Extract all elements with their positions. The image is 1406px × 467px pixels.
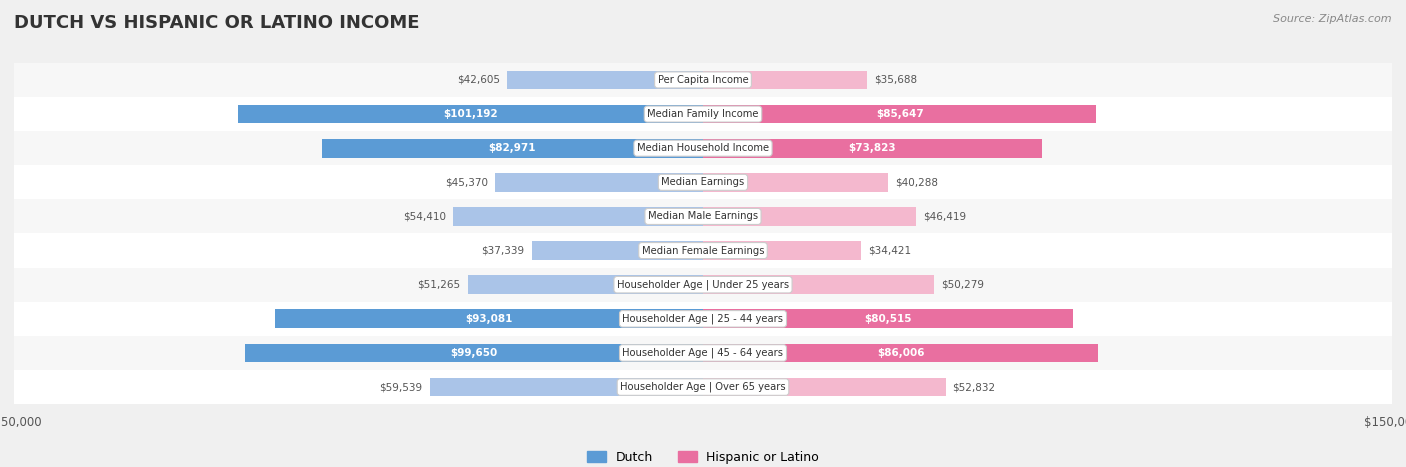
Bar: [495, 173, 703, 191]
Bar: [14, 165, 1392, 199]
Legend: Dutch, Hispanic or Latino: Dutch, Hispanic or Latino: [582, 446, 824, 467]
Text: Householder Age | 45 - 64 years: Householder Age | 45 - 64 years: [623, 348, 783, 358]
Text: $80,515: $80,515: [865, 314, 911, 324]
Bar: [14, 234, 1392, 268]
Text: Median Male Earnings: Median Male Earnings: [648, 212, 758, 221]
Text: $59,539: $59,539: [380, 382, 423, 392]
Text: $35,688: $35,688: [873, 75, 917, 85]
Text: $82,971: $82,971: [489, 143, 536, 153]
Text: $52,832: $52,832: [952, 382, 995, 392]
Bar: [703, 241, 860, 260]
Text: $34,421: $34,421: [868, 246, 911, 255]
Text: DUTCH VS HISPANIC OR LATINO INCOME: DUTCH VS HISPANIC OR LATINO INCOME: [14, 14, 419, 32]
Text: Householder Age | Over 65 years: Householder Age | Over 65 years: [620, 382, 786, 392]
Bar: [430, 378, 703, 396]
Bar: [703, 207, 917, 226]
Bar: [703, 71, 868, 89]
Bar: [14, 199, 1392, 234]
Bar: [703, 276, 934, 294]
Text: $99,650: $99,650: [450, 348, 498, 358]
Text: Per Capita Income: Per Capita Income: [658, 75, 748, 85]
Bar: [508, 71, 703, 89]
Text: $46,419: $46,419: [924, 212, 966, 221]
Text: $45,370: $45,370: [444, 177, 488, 187]
Bar: [322, 139, 703, 157]
Text: $85,647: $85,647: [876, 109, 924, 119]
Bar: [703, 105, 1097, 123]
Text: Source: ZipAtlas.com: Source: ZipAtlas.com: [1274, 14, 1392, 24]
Bar: [14, 336, 1392, 370]
Bar: [14, 63, 1392, 97]
Text: Median Household Income: Median Household Income: [637, 143, 769, 153]
Text: $54,410: $54,410: [404, 212, 446, 221]
Text: $51,265: $51,265: [418, 280, 461, 290]
Text: Median Female Earnings: Median Female Earnings: [641, 246, 765, 255]
Text: $50,279: $50,279: [941, 280, 984, 290]
Bar: [703, 310, 1073, 328]
Text: $101,192: $101,192: [443, 109, 498, 119]
Bar: [14, 370, 1392, 404]
Text: $42,605: $42,605: [457, 75, 501, 85]
Bar: [468, 276, 703, 294]
Text: Householder Age | 25 - 44 years: Householder Age | 25 - 44 years: [623, 313, 783, 324]
Bar: [14, 97, 1392, 131]
Text: Median Earnings: Median Earnings: [661, 177, 745, 187]
Bar: [14, 131, 1392, 165]
Text: Median Family Income: Median Family Income: [647, 109, 759, 119]
Text: Householder Age | Under 25 years: Householder Age | Under 25 years: [617, 279, 789, 290]
Bar: [14, 268, 1392, 302]
Bar: [531, 241, 703, 260]
Bar: [276, 310, 703, 328]
Bar: [703, 378, 946, 396]
Text: $40,288: $40,288: [896, 177, 938, 187]
Text: $86,006: $86,006: [877, 348, 924, 358]
Bar: [703, 344, 1098, 362]
Bar: [703, 173, 889, 191]
Text: $73,823: $73,823: [849, 143, 897, 153]
Bar: [238, 105, 703, 123]
Bar: [703, 139, 1042, 157]
Text: $37,339: $37,339: [481, 246, 524, 255]
Bar: [453, 207, 703, 226]
Bar: [245, 344, 703, 362]
Bar: [14, 302, 1392, 336]
Text: $93,081: $93,081: [465, 314, 513, 324]
